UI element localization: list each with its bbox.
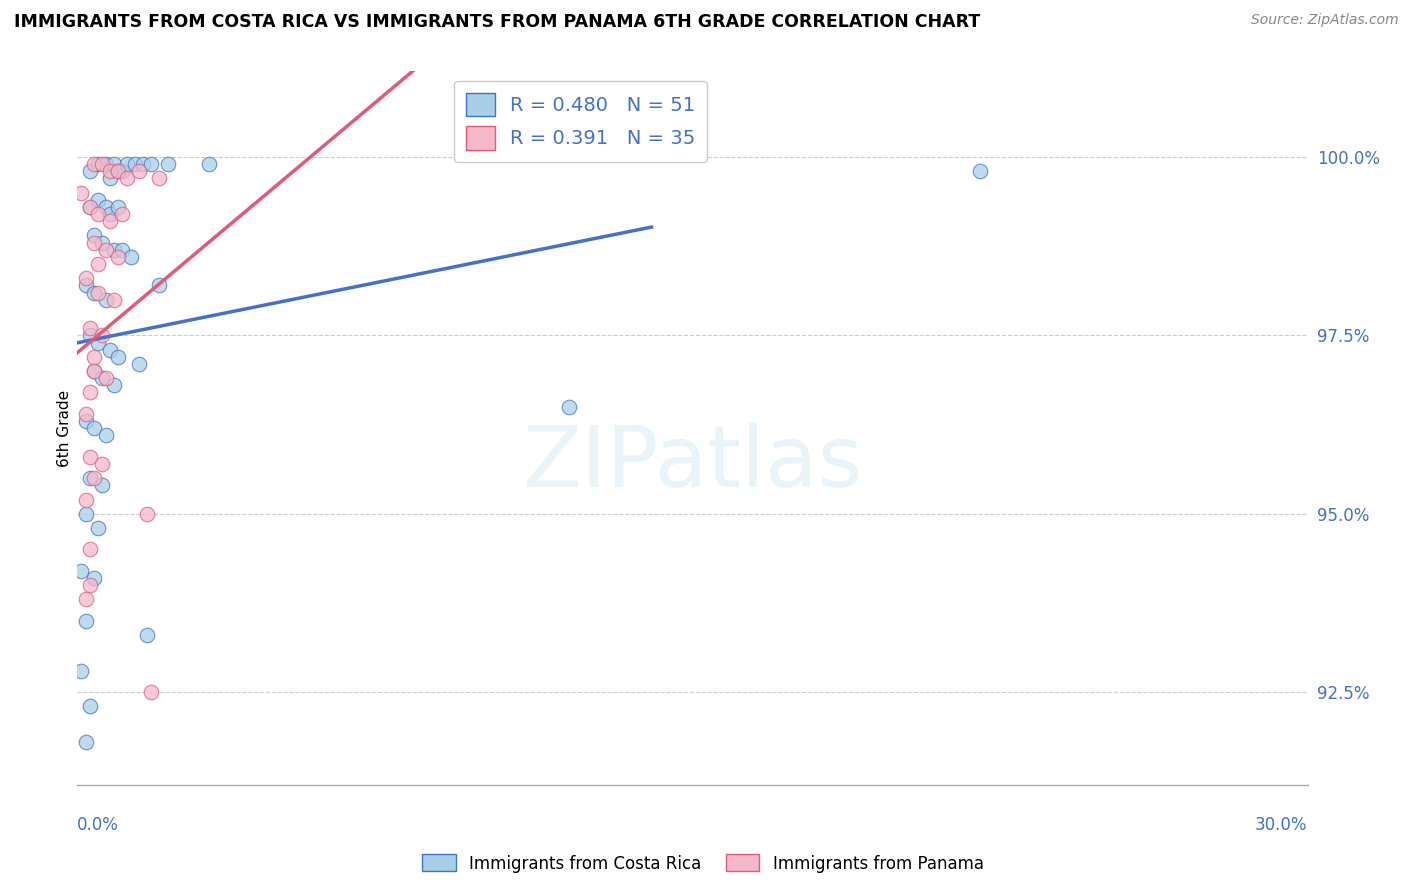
Point (70, 664, 93, 678)
Point (107, 164, 129, 178)
Point (103, 293, 125, 307)
Point (79, 471, 101, 485)
Point (107, 350, 129, 364)
Point (111, 207, 134, 221)
Point (94, 200, 117, 214)
Point (87, 285, 110, 300)
Point (156, 157, 179, 171)
Point (75, 735, 97, 749)
Point (94, 243, 117, 257)
Point (115, 157, 138, 171)
Point (83, 350, 105, 364)
Point (98, 214, 121, 228)
Point (83, 285, 105, 300)
Point (75, 407, 97, 421)
Point (75, 492, 97, 507)
Point (83, 421, 105, 435)
Point (79, 164, 101, 178)
Point (79, 450, 101, 464)
Point (107, 250, 129, 264)
Point (94, 157, 117, 171)
Point (75, 507, 97, 521)
Point (79, 699, 101, 714)
Text: 30.0%: 30.0% (1256, 816, 1308, 834)
Y-axis label: 6th Grade: 6th Grade (56, 390, 72, 467)
Point (87, 157, 110, 171)
Point (79, 578, 101, 592)
Point (75, 271, 97, 285)
Point (115, 171, 138, 186)
Point (197, 157, 219, 171)
Legend: R = 0.480   N = 51, R = 0.391   N = 35: R = 0.480 N = 51, R = 0.391 N = 35 (454, 81, 707, 161)
Point (94, 371, 117, 385)
Point (94, 428, 117, 442)
Point (90, 328, 114, 343)
Point (83, 228, 105, 243)
Point (98, 343, 121, 357)
Point (98, 164, 121, 178)
Point (70, 564, 93, 578)
Point (141, 685, 163, 699)
Point (128, 357, 150, 371)
Point (148, 278, 170, 293)
Point (132, 157, 155, 171)
Point (124, 157, 146, 171)
Text: Source: ZipAtlas.com: Source: ZipAtlas.com (1251, 13, 1399, 28)
Point (83, 364, 105, 378)
Point (70, 186, 93, 200)
Point (75, 592, 97, 607)
Point (136, 507, 159, 521)
Legend: Immigrants from Costa Rica, Immigrants from Panama: Immigrants from Costa Rica, Immigrants f… (416, 847, 990, 880)
Point (87, 335, 110, 350)
Point (103, 378, 125, 392)
Point (141, 157, 163, 171)
Point (103, 243, 125, 257)
Point (136, 628, 159, 642)
Point (83, 157, 105, 171)
Text: ZIPatlas: ZIPatlas (522, 422, 863, 506)
Point (90, 478, 114, 492)
Point (83, 571, 105, 585)
Point (98, 171, 121, 186)
Point (90, 157, 114, 171)
Point (98, 207, 121, 221)
Point (120, 250, 142, 264)
Point (83, 471, 105, 485)
Point (79, 200, 101, 214)
Point (558, 400, 581, 414)
Point (83, 364, 105, 378)
Point (79, 542, 101, 557)
Point (79, 385, 101, 400)
Point (87, 193, 110, 207)
Point (75, 278, 97, 293)
Point (90, 371, 114, 385)
Point (90, 457, 114, 471)
Point (79, 200, 101, 214)
Point (148, 171, 170, 186)
Point (90, 235, 114, 250)
Point (83, 235, 105, 250)
Point (79, 321, 101, 335)
Point (111, 164, 134, 178)
Point (94, 293, 117, 307)
Point (103, 157, 125, 171)
Text: IMMIGRANTS FROM COSTA RICA VS IMMIGRANTS FROM PANAMA 6TH GRADE CORRELATION CHART: IMMIGRANTS FROM COSTA RICA VS IMMIGRANTS… (14, 13, 980, 31)
Point (107, 200, 129, 214)
Point (75, 414, 97, 428)
Point (79, 328, 101, 343)
Point (969, 164, 991, 178)
Point (87, 207, 110, 221)
Point (111, 243, 134, 257)
Point (87, 521, 110, 535)
Point (128, 164, 150, 178)
Text: 0.0%: 0.0% (77, 816, 120, 834)
Point (107, 164, 129, 178)
Point (87, 257, 110, 271)
Point (75, 614, 97, 628)
